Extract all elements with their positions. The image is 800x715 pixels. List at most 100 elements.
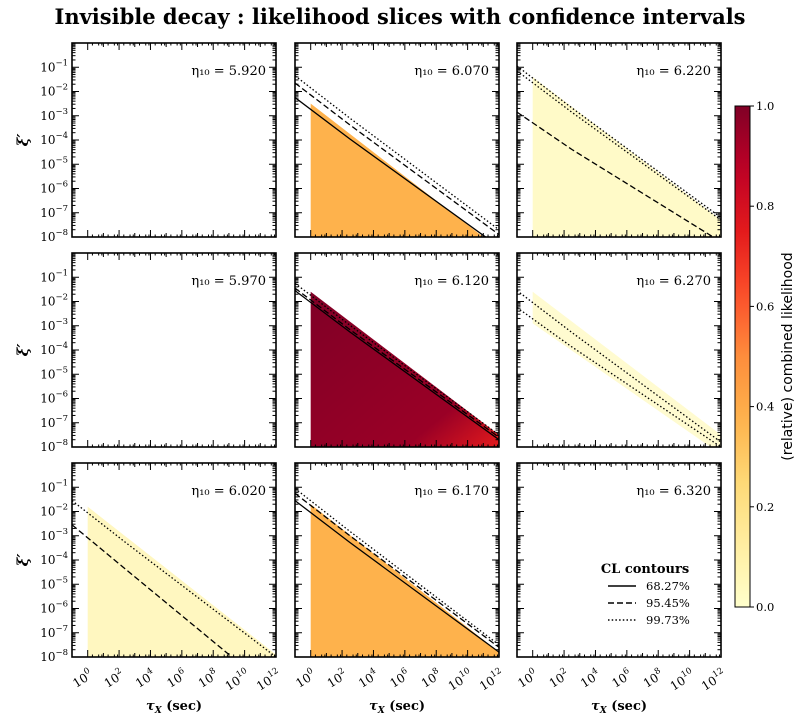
eta-label: η₁₀ = 5.920 xyxy=(191,64,266,79)
contour-dashed xyxy=(295,492,499,648)
x-axis-label: τX (sec) xyxy=(369,699,425,715)
panel-5: η₁₀ = 6.120 xyxy=(294,252,500,448)
y-tick-label: 10−4 xyxy=(40,341,68,357)
legend-title: CL contours xyxy=(601,562,689,577)
contour-dotted xyxy=(517,65,721,219)
panel-3: η₁₀ = 6.220 xyxy=(516,42,722,238)
eta-label: η₁₀ = 6.170 xyxy=(414,484,489,499)
contour-solid xyxy=(295,290,499,441)
y-tick-label: 10−1 xyxy=(40,478,68,494)
x-tick-label: 100 xyxy=(69,666,95,691)
y-tick-labels: 10−8 10−7 10−6 10−5 10−4 10−3 10−2 10−1 xyxy=(40,268,68,454)
y-tick-label: 10−4 xyxy=(40,551,68,567)
eta-label: η₁₀ = 6.270 xyxy=(636,274,711,289)
x-tick-label: 106 xyxy=(163,666,189,691)
y-tick-label: 10−8 xyxy=(40,228,68,244)
y-axis-label: ξ′ xyxy=(14,554,32,567)
y-tick-label: 10−8 xyxy=(40,438,68,454)
y-tick-label: 10−5 xyxy=(40,575,68,591)
contour-dotted xyxy=(517,70,721,221)
panel-2: η₁₀ = 6.070 xyxy=(294,42,500,238)
x-tick-label: 100 xyxy=(292,666,318,691)
likelihood-fill xyxy=(310,504,499,657)
contour-dashed xyxy=(72,524,233,657)
y-tick-labels: 10−8 10−7 10−6 10−5 10−4 10−3 10−2 10−1 xyxy=(40,478,68,664)
likelihood-fill xyxy=(310,103,499,237)
x-tick-label: 106 xyxy=(386,666,412,691)
axis-ticks xyxy=(295,42,500,238)
y-tick-label: 10−7 xyxy=(40,414,68,430)
y-tick-label: 10−5 xyxy=(40,365,68,381)
y-tick-label: 10−3 xyxy=(40,107,68,123)
y-tick-label: 10−5 xyxy=(40,155,68,171)
panel-7: η₁₀ = 6.02010−810−710−610−510−410−310−21… xyxy=(14,462,284,715)
contour-dotted xyxy=(72,500,276,657)
x-tick-label: 1010 xyxy=(222,666,253,693)
y-tick-label: 10−6 xyxy=(40,600,68,616)
axis-ticks xyxy=(295,252,500,448)
x-tick-label: 104 xyxy=(577,666,603,691)
y-tick-label: 10−4 xyxy=(40,131,68,147)
panel-grid: η₁₀ = 5.92010−810−710−610−510−410−310−21… xyxy=(14,42,725,715)
colorbar-tick-label: 0.2 xyxy=(756,500,774,514)
y-tick-label: 10−8 xyxy=(40,648,68,664)
legend: CL contours 68.27% 95.45% 99.73% xyxy=(601,562,690,627)
contour-dotted xyxy=(295,282,499,436)
y-tick-label: 10−6 xyxy=(40,180,68,196)
x-tick-label: 108 xyxy=(195,666,221,691)
legend-label: 99.73% xyxy=(646,613,690,627)
axis-ticks xyxy=(295,462,500,658)
x-tick-label: 104 xyxy=(355,666,381,691)
contour-dashed xyxy=(517,111,715,237)
y-tick-label: 10−1 xyxy=(40,268,68,284)
axis-ticks xyxy=(517,42,722,238)
axis-ticks xyxy=(72,252,277,448)
colorbar-tick-label: 0.0 xyxy=(756,600,774,614)
legend-label: 68.27% xyxy=(646,579,690,593)
x-tick-label: 1012 xyxy=(476,666,507,693)
panel-6: η₁₀ = 6.270 xyxy=(516,252,722,448)
contour-dashed xyxy=(295,287,499,438)
contour-dotted xyxy=(517,290,721,443)
likelihood-fill xyxy=(532,76,721,237)
colorbar-gradient xyxy=(734,105,751,608)
x-axis-label: τX (sec) xyxy=(146,699,202,715)
x-tick-label: 102 xyxy=(546,666,572,691)
y-tick-label: 10−1 xyxy=(40,58,68,74)
y-tick-label: 10−2 xyxy=(40,293,68,309)
y-tick-label: 10−6 xyxy=(40,390,68,406)
eta-label: η₁₀ = 5.970 xyxy=(191,274,266,289)
colorbar-tick-label: 0.4 xyxy=(756,400,774,414)
x-tick-label: 104 xyxy=(132,666,158,691)
colorbar-tick-label: 0.6 xyxy=(756,299,774,313)
eta-label: η₁₀ = 6.020 xyxy=(191,484,266,499)
x-tick-label: 1010 xyxy=(445,666,476,693)
axis-ticks xyxy=(517,252,722,448)
eta-label: η₁₀ = 6.120 xyxy=(414,274,489,289)
x-tick-label: 100 xyxy=(514,666,540,691)
y-tick-label: 10−7 xyxy=(40,624,68,640)
y-tick-labels: 10−8 10−7 10−6 10−5 10−4 10−3 10−2 10−1 xyxy=(40,58,68,244)
contour-dotted xyxy=(295,487,499,646)
contour-dotted xyxy=(517,307,721,447)
contour-dotted xyxy=(295,75,499,231)
y-tick-label: 10−3 xyxy=(40,317,68,333)
colorbar-tick-label: 1.0 xyxy=(756,99,774,113)
contour-solid xyxy=(295,500,499,653)
x-tick-label: 1012 xyxy=(253,666,284,693)
y-tick-label: 10−7 xyxy=(40,204,68,220)
colorbar: 0.0 0.2 0.4 0.6 0.8 1.0 (relative) combined li… xyxy=(734,99,796,614)
panel-4: η₁₀ = 5.97010−810−710−610−510−410−310−21… xyxy=(14,252,277,454)
contour-solid xyxy=(295,97,487,237)
y-tick-label: 10−2 xyxy=(40,83,68,99)
x-tick-label: 106 xyxy=(608,666,634,691)
eta-label: η₁₀ = 6.220 xyxy=(636,64,711,79)
x-tick-label: 108 xyxy=(640,666,666,691)
y-tick-label: 10−2 xyxy=(40,503,68,519)
x-tick-label: 102 xyxy=(324,666,350,691)
x-axis-label: τX (sec) xyxy=(591,699,647,715)
